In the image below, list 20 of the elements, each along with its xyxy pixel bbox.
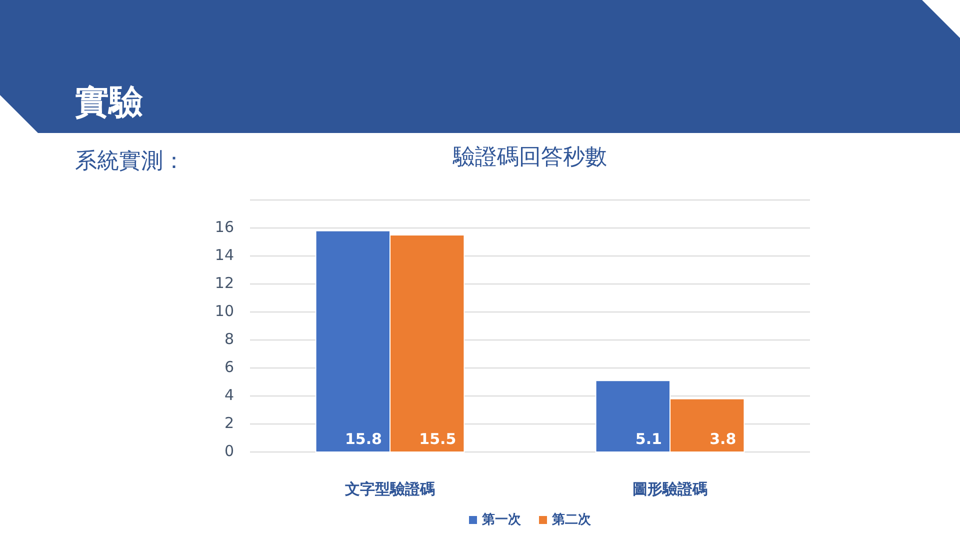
chart-title: 驗證碼回答秒數 xyxy=(452,145,607,170)
y-tick-label: 2 xyxy=(224,414,234,432)
text: 實驗 xyxy=(75,82,144,122)
data-label: 15.8 xyxy=(344,430,382,448)
data-label: 3.8 xyxy=(710,430,736,448)
y-tick-label: 12 xyxy=(214,274,234,292)
y-tick-label: 14 xyxy=(214,246,234,264)
data-label: 5.1 xyxy=(635,430,662,448)
x-tick-label: 圖形驗證碼 xyxy=(632,480,708,498)
y-tick-label: 4 xyxy=(224,386,234,404)
legend-label: 第一次 xyxy=(481,512,522,528)
y-tick-label: 0 xyxy=(224,442,234,460)
data-label: 15.5 xyxy=(419,430,456,448)
y-tick-label: 16 xyxy=(214,218,234,236)
legend-label: 第二次 xyxy=(551,512,592,528)
y-tick-label: 10 xyxy=(214,302,234,320)
y-tick-label: 8 xyxy=(224,330,234,348)
x-tick-label: 文字型驗證碼 xyxy=(344,480,435,498)
text: 系統實測： xyxy=(75,149,185,174)
y-tick-label: 6 xyxy=(224,358,234,376)
